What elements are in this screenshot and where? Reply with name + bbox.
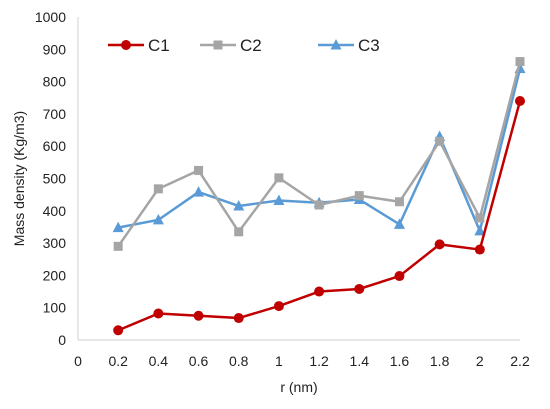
data-point-c1 <box>193 310 204 321</box>
y-tick-label: 900 <box>43 41 67 57</box>
series-line-c2 <box>117 61 522 248</box>
data-point-c1 <box>113 325 124 336</box>
data-point-c3 <box>233 199 245 211</box>
data-point-c3 <box>193 186 205 197</box>
x-tick-label: 2.2 <box>510 353 530 369</box>
data-point-c3 <box>152 213 164 225</box>
y-tick-label: 1000 <box>35 9 66 25</box>
data-point-c2 <box>274 173 284 183</box>
x-axis-title: r (nm) <box>280 379 317 395</box>
x-tick-label: 1 <box>275 353 283 369</box>
data-point-c2 <box>153 184 163 194</box>
x-tick-label: 1.2 <box>309 353 329 369</box>
x-tick-label: 1.4 <box>350 353 370 369</box>
y-tick-label: 400 <box>43 203 67 219</box>
y-tick-label: 800 <box>43 74 67 90</box>
legend: C1 C2 C3 <box>108 36 380 55</box>
legend-marker <box>121 40 131 50</box>
legend-label: C2 <box>240 36 262 55</box>
data-point-c3 <box>393 218 405 229</box>
data-point-c3 <box>273 194 285 205</box>
y-tick-label: 100 <box>43 300 67 316</box>
legend-item-c3: C3 <box>318 36 380 55</box>
x-tick-labels: 0 0.2 0.4 0.6 0.8 1 1.2 1.4 1.6 1.8 2 2.2 <box>74 353 530 369</box>
data-point-c2 <box>475 213 485 223</box>
series-layer <box>112 57 526 336</box>
x-tick-label: 0.2 <box>108 353 128 369</box>
x-tick-label: 0.4 <box>149 353 169 369</box>
x-tick-label: 1.6 <box>390 353 410 369</box>
data-point-c2 <box>234 227 244 237</box>
data-point-c2 <box>354 191 364 201</box>
data-point-c1 <box>153 308 164 319</box>
y-tick-label: 300 <box>43 235 67 251</box>
y-axis-title: Mass density (Kg/m3) <box>11 111 27 246</box>
legend-marker <box>213 40 223 50</box>
x-tick-label: 0 <box>74 353 82 369</box>
axes <box>77 17 520 341</box>
legend-marker <box>330 39 342 50</box>
x-tick-label: 0.6 <box>189 353 209 369</box>
y-tick-label: 600 <box>43 138 67 154</box>
y-tick-label: 500 <box>43 171 67 187</box>
data-point-c2 <box>394 197 404 207</box>
y-tick-labels: 0 100 200 300 400 500 600 700 800 900 1000 <box>35 9 66 348</box>
data-point-c1 <box>354 283 365 294</box>
data-point-c2 <box>113 241 123 251</box>
legend-label: C3 <box>358 36 380 55</box>
x-tick-label: 2 <box>476 353 484 369</box>
series-c1 <box>113 95 525 336</box>
legend-item-c1: C1 <box>108 36 170 55</box>
data-point-c1 <box>515 95 525 106</box>
data-point-c1 <box>394 271 405 282</box>
data-point-c1 <box>314 286 325 297</box>
x-tick-label: 1.8 <box>430 353 450 369</box>
data-point-c1 <box>474 244 485 255</box>
data-point-c2 <box>314 200 324 210</box>
legend-label: C1 <box>148 36 170 55</box>
data-point-c2 <box>515 57 525 67</box>
legend-item-c2: C2 <box>200 36 262 55</box>
data-point-c3 <box>112 221 124 233</box>
x-tick-label: 0.8 <box>229 353 249 369</box>
y-tick-label: 200 <box>43 267 67 283</box>
data-point-c1 <box>273 301 284 312</box>
y-tick-label: 0 <box>58 332 66 348</box>
data-point-c2 <box>194 165 204 175</box>
y-tick-label: 700 <box>43 106 67 122</box>
data-point-c3 <box>474 224 486 236</box>
data-point-c2 <box>435 136 445 146</box>
series-c2 <box>113 57 525 251</box>
data-point-c1 <box>233 313 244 324</box>
data-point-c1 <box>434 239 445 250</box>
